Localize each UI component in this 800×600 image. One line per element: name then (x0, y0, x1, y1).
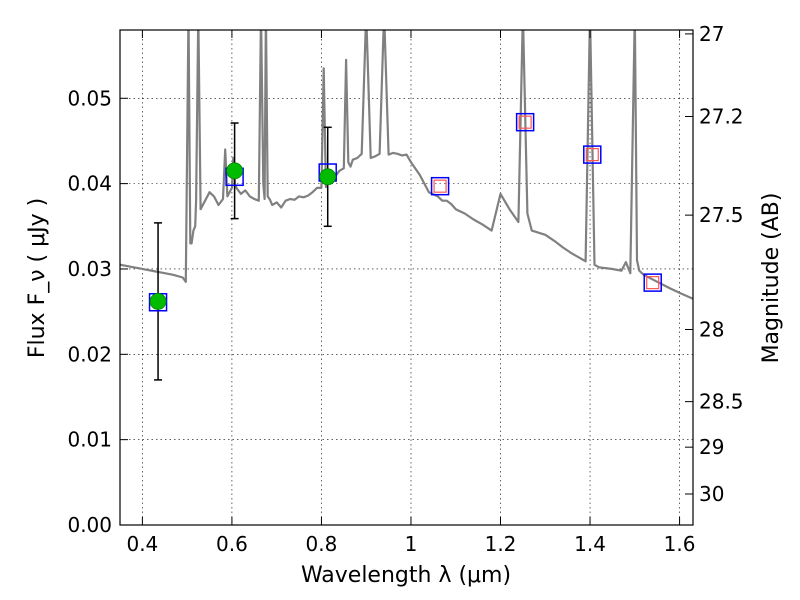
mag-tick-label: 27.2 (699, 105, 744, 129)
sed-line (120, 30, 693, 300)
y-axis-right-label: Magnitude (AB) (759, 193, 784, 364)
x-tick-label: 1.2 (485, 532, 517, 556)
mag-tick-label: 27.5 (699, 203, 744, 227)
mag-tick-label: 27 (699, 22, 724, 46)
observed-point (149, 292, 167, 310)
y-tick-label: 0.03 (67, 257, 112, 281)
x-axis-label: Wavelength λ (μm) (301, 563, 511, 588)
plot-frame (119, 29, 694, 526)
model-square-marker (515, 112, 535, 132)
upper-limit-marker (518, 115, 532, 129)
y-axis-label: Flux F_ν ( μJy ) (25, 198, 50, 358)
upper-limit-marker (646, 276, 660, 290)
observed-point (319, 168, 337, 186)
model-square-marker (583, 145, 602, 164)
upper-limit-marker (433, 179, 447, 193)
x-tick-label: 1.6 (664, 532, 696, 556)
model-sed (120, 30, 693, 300)
grid (120, 30, 693, 526)
y-tick-label: 0.02 (67, 342, 112, 366)
x-tick-label: 0.6 (216, 532, 248, 556)
upper-limit-marker (585, 148, 599, 162)
data-points (148, 112, 662, 381)
y-tick-label: 0.01 (67, 428, 112, 452)
mag-tick-label: 30 (699, 482, 724, 506)
axis-ticks: 0.4 0.6 0.8 1 1.2 1.4 1.6 0.00 0.01 0.02 0.03 0.04 0… (67, 22, 743, 556)
x-tick-label: 1 (405, 532, 418, 556)
model-square-marker (430, 176, 450, 196)
x-tick-label: 0.8 (306, 532, 338, 556)
x-tick-label: 0.4 (126, 532, 158, 556)
y-tick-label: 0.04 (67, 172, 112, 196)
x-tick-label: 1.4 (574, 532, 606, 556)
mag-tick-label: 28.5 (699, 390, 744, 414)
y-tick-label: 0.05 (67, 86, 112, 110)
mag-tick-label: 29 (699, 435, 724, 459)
observed-point (226, 162, 244, 180)
y-tick-label: 0.00 (67, 513, 112, 537)
mag-tick-label: 28 (699, 317, 724, 341)
model-square-marker (643, 273, 662, 292)
